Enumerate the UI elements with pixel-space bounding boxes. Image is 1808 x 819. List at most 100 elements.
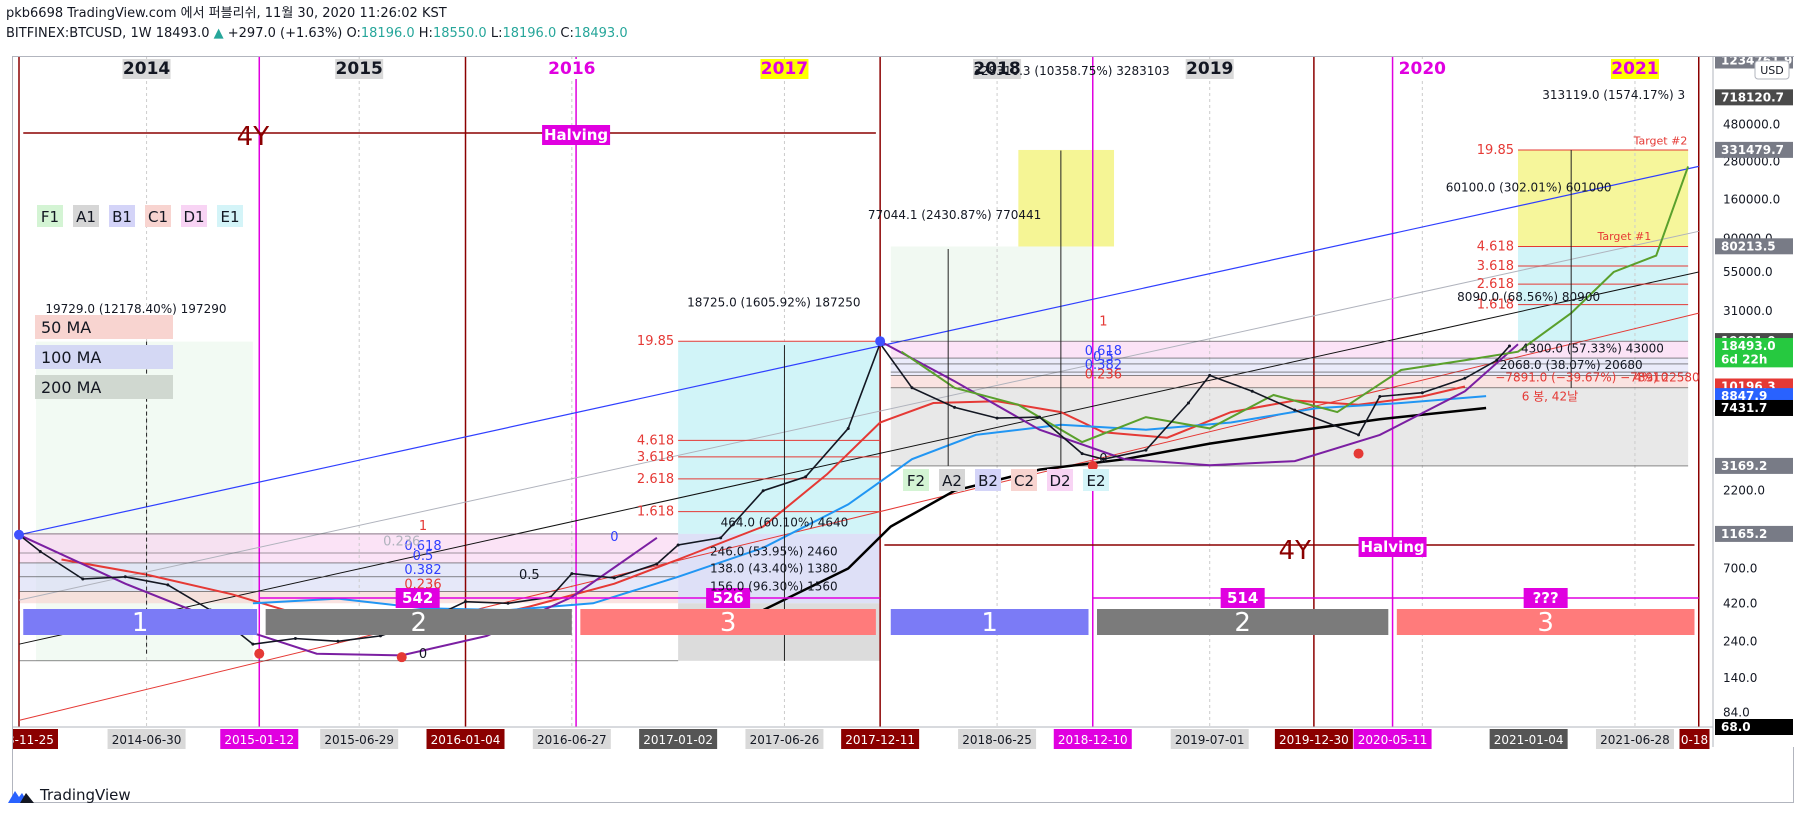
fib-extension-label: 1.618 [637, 505, 674, 520]
currency-label[interactable]: USD [1760, 64, 1784, 77]
pivot-marker-high[interactable] [14, 529, 24, 540]
target-zone-2019 [1018, 149, 1115, 247]
fib-tag-label: A2 [942, 472, 962, 490]
price-badge-bg [1715, 238, 1793, 255]
price-badge-bg [1715, 89, 1793, 106]
price-point [464, 600, 468, 604]
price-point [293, 637, 297, 641]
time-tick-label: 2015-06-29 [324, 733, 394, 747]
time-tick-label: 2015-01-12 [224, 733, 294, 747]
price-tick-label: 55000.0 [1723, 265, 1773, 279]
time-tick-label: 2018-06-25 [962, 733, 1032, 747]
time-label-bg [532, 729, 611, 749]
chart-frame[interactable]: 2014 2015 2016 2017 2018 2019 2020 2021 4Y 4Y Halv… [12, 56, 1795, 804]
price-point [846, 426, 850, 430]
measure-label: 8090.0 (68.56%) 80900 [1457, 290, 1600, 304]
year-label-bg [547, 59, 596, 79]
fib-extension-label: 2.618 [637, 472, 674, 487]
time-tick-label: 2019-12-30 [1279, 733, 1349, 747]
measure-label: 6 봉, 42날 [1522, 389, 1578, 403]
price-badge-bg [1715, 351, 1793, 368]
cycle-count-label: 526 [712, 589, 743, 607]
symbol-label[interactable]: BITFINEX:BTCUSD, 1W [6, 26, 152, 41]
phase-label: 2 [410, 608, 427, 638]
measure-label: 313119.0 (1574.17%) 3 [1542, 88, 1685, 102]
time-label-bg [1595, 729, 1674, 749]
price-tick-label: 480000.0 [1723, 118, 1780, 132]
fib-extension-label: 19.85 [637, 334, 674, 349]
price-point [336, 639, 340, 643]
ma-legend-label: 200 MA [41, 378, 101, 397]
measure-label: 2068.0 (38.07%) 20680 [1500, 358, 1643, 372]
year-label-bg [122, 59, 171, 79]
time-label-bg [745, 729, 824, 749]
chart-canvas[interactable]: 2014 2015 2016 2017 2018 2019 2020 20214Y4YHalv… [13, 57, 1795, 804]
ma-legend-bg [35, 315, 173, 339]
year-label: 2014 [123, 59, 170, 79]
year-label: 2020 [1399, 59, 1446, 79]
price-point [38, 549, 42, 553]
fib-ext-zone-2017 [678, 341, 881, 534]
time-label-bg [1053, 729, 1132, 749]
year-label-bg [1398, 59, 1447, 79]
channel-line-upper [18, 165, 1699, 536]
count-badge-bg [1523, 588, 1568, 608]
price-tick-label: 700.0 [1723, 562, 1757, 576]
time-tick-label: 2016-01-04 [431, 733, 501, 747]
channel-line-0236 [18, 230, 1699, 601]
fib-level-label: 0.382 [1085, 358, 1122, 373]
count-badge-bg [706, 588, 751, 608]
publish-info: pkb6698 TradingView.com 에서 퍼블리쉬, 11월 30,… [6, 6, 447, 21]
fib-extension-label: 1.618 [1477, 298, 1514, 313]
year-label: 2021 [1611, 59, 1658, 79]
cycle-count-label: 514 [1227, 589, 1258, 607]
price-badge-bg [1715, 141, 1793, 158]
phase-label: 2 [1234, 608, 1251, 638]
measure-label: 464.0 (60.10%) 4640 [721, 515, 849, 529]
price-badge-label: 1165.2 [1721, 527, 1767, 541]
fib-level-label: 0 [419, 647, 427, 662]
phase-bar [1097, 609, 1389, 635]
price-badge-label: 8847.9 [1721, 389, 1767, 403]
price-point [123, 575, 127, 579]
fib-ext-zone-2021 [1518, 246, 1689, 342]
cycle-arc-2018 [879, 340, 1519, 467]
year-label: 2018 [973, 59, 1020, 79]
pivot-marker-high[interactable] [875, 336, 886, 347]
price-point [166, 583, 170, 587]
measure-label: 19729.0 (12178.40%) 197290 [45, 302, 226, 316]
time-tick-label: 2018-12-10 [1058, 733, 1128, 747]
measure-label: 4300.0 (57.33%) 43000 [1521, 342, 1664, 356]
time-label-bg [1489, 729, 1568, 749]
fib-tag-label: F1 [41, 208, 59, 226]
price-badge-label: 18493.0 [1721, 339, 1776, 353]
close-label: C: [560, 26, 574, 41]
pivot-marker-low[interactable] [1087, 460, 1098, 471]
low-label: L: [490, 26, 503, 41]
fib-extension-label: 4.618 [1477, 239, 1514, 254]
pivot-marker-low[interactable] [254, 648, 265, 659]
target-zone-2021 [1518, 149, 1689, 247]
year-label: 2019 [1186, 59, 1233, 79]
time-tick-label: 2017-01-02 [643, 733, 713, 747]
price-tick-label: 420.0 [1723, 596, 1757, 610]
year-label-bg [1185, 59, 1234, 79]
time-tick-label: 2019-07-01 [1175, 733, 1245, 747]
price-point [251, 642, 255, 646]
fib-tag-label: F2 [907, 472, 925, 490]
price-point [910, 386, 914, 390]
fib-tag-bg [1083, 469, 1109, 491]
time-label-bg [13, 729, 58, 749]
fib-zone-2014-top [19, 533, 679, 563]
pivot-marker-low[interactable] [396, 652, 407, 663]
currency-badge-bg[interactable] [1754, 60, 1790, 80]
fib-tag-bg [1047, 469, 1073, 491]
price-point [1357, 433, 1361, 437]
price-badge-bg [1715, 57, 1793, 69]
time-tick-label: 2017-12-11 [845, 733, 915, 747]
fib-zone-2018-top [890, 341, 1689, 359]
price-badge-label: 80213.5 [1721, 239, 1776, 253]
phase-label: 3 [720, 608, 737, 638]
pivot-marker-low[interactable] [1353, 448, 1364, 459]
year-label: 2015 [336, 59, 383, 79]
